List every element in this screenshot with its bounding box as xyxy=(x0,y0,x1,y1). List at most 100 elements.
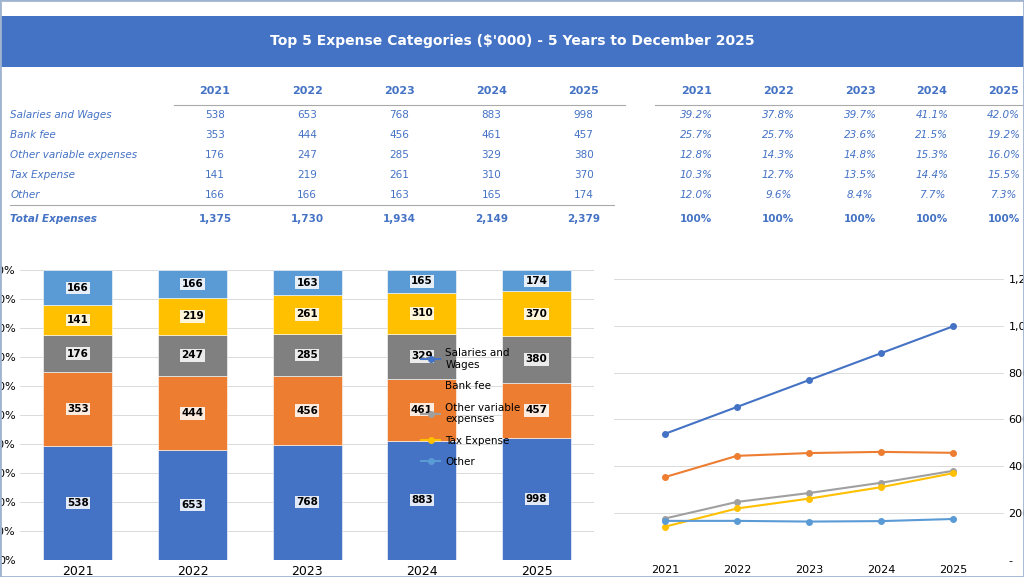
Text: 370: 370 xyxy=(525,309,548,319)
Text: 2025: 2025 xyxy=(988,87,1019,96)
Bar xyxy=(43,305,113,335)
Text: 23.6%: 23.6% xyxy=(844,130,877,140)
Text: 174: 174 xyxy=(525,276,548,286)
Text: 9.6%: 9.6% xyxy=(765,190,792,200)
Bar xyxy=(158,451,227,560)
Bar xyxy=(272,376,342,445)
Text: 141: 141 xyxy=(205,170,225,180)
Text: 2,379: 2,379 xyxy=(567,214,600,224)
Text: 163: 163 xyxy=(296,278,318,287)
Text: 37.8%: 37.8% xyxy=(762,110,795,120)
Text: 176: 176 xyxy=(67,349,89,358)
Text: Top 5 Expense Categories ($'000) - 5 Years to December 2025: Top 5 Expense Categories ($'000) - 5 Yea… xyxy=(269,35,755,48)
Bank fee xyxy=(874,448,887,455)
Text: 166: 166 xyxy=(181,279,204,289)
Text: 653: 653 xyxy=(181,500,204,510)
Text: 2021: 2021 xyxy=(681,87,712,96)
Tax Expense xyxy=(731,505,743,512)
Other xyxy=(947,515,959,522)
Bar xyxy=(387,441,457,560)
Salaries and
Wages xyxy=(947,323,959,330)
Text: 10.3%: 10.3% xyxy=(680,170,713,180)
Text: 2022: 2022 xyxy=(292,87,323,96)
Text: 444: 444 xyxy=(181,409,204,418)
Text: 39.2%: 39.2% xyxy=(680,110,713,120)
Bar xyxy=(387,270,457,293)
Salaries and
Wages xyxy=(731,403,743,410)
Text: 8.4%: 8.4% xyxy=(847,190,873,200)
Text: 100%: 100% xyxy=(915,214,948,224)
Line: Other: Other xyxy=(663,516,955,524)
Text: 2024: 2024 xyxy=(916,87,947,96)
Text: 141: 141 xyxy=(67,315,89,325)
Bar xyxy=(43,335,113,372)
Bank fee xyxy=(658,474,671,481)
Bar xyxy=(158,376,227,451)
Text: 166: 166 xyxy=(67,283,89,293)
Other variable
expenses xyxy=(731,499,743,505)
Bar xyxy=(158,335,227,376)
Text: 653: 653 xyxy=(297,110,317,120)
Bar xyxy=(502,439,571,560)
Text: 456: 456 xyxy=(296,406,318,415)
Other xyxy=(874,518,887,524)
Text: 461: 461 xyxy=(481,130,502,140)
Text: Tax Expense: Tax Expense xyxy=(10,170,75,180)
Tax Expense xyxy=(803,495,815,502)
Text: 285: 285 xyxy=(389,150,410,160)
Text: 39.7%: 39.7% xyxy=(844,110,877,120)
Text: 163: 163 xyxy=(389,190,410,200)
Text: 310: 310 xyxy=(411,309,433,319)
Salaries and
Wages xyxy=(803,377,815,384)
Other variable
expenses xyxy=(803,489,815,496)
Text: 998: 998 xyxy=(573,110,594,120)
Text: Top 5 Expense Categories ($'000) - 5 Years to December 2025: Top 5 Expense Categories ($'000) - 5 Yea… xyxy=(269,229,755,243)
Text: 19.2%: 19.2% xyxy=(987,130,1020,140)
Bank fee xyxy=(947,449,959,456)
Line: Bank fee: Bank fee xyxy=(663,449,955,480)
Text: 2024: 2024 xyxy=(476,87,507,96)
Text: 380: 380 xyxy=(525,354,548,365)
Text: 538: 538 xyxy=(205,110,225,120)
Text: 13.5%: 13.5% xyxy=(844,170,877,180)
Text: 2022: 2022 xyxy=(763,87,794,96)
Text: 12.0%: 12.0% xyxy=(680,190,713,200)
Text: 998: 998 xyxy=(526,494,547,504)
Text: Other variable expenses: Other variable expenses xyxy=(10,150,137,160)
Text: 883: 883 xyxy=(411,495,433,505)
Text: 2023: 2023 xyxy=(845,87,876,96)
Text: Total Expenses: Total Expenses xyxy=(10,214,97,224)
Text: 12.8%: 12.8% xyxy=(680,150,713,160)
Text: 1,730: 1,730 xyxy=(291,214,324,224)
Text: 176: 176 xyxy=(205,150,225,160)
Bar xyxy=(158,271,227,298)
Text: 100%: 100% xyxy=(987,214,1020,224)
Text: 353: 353 xyxy=(205,130,225,140)
Text: 2,149: 2,149 xyxy=(475,214,508,224)
Text: 219: 219 xyxy=(297,170,317,180)
Text: Salaries and Wages: Salaries and Wages xyxy=(10,110,112,120)
Text: 461: 461 xyxy=(411,404,433,415)
Salaries and
Wages xyxy=(874,350,887,357)
Text: 329: 329 xyxy=(481,150,502,160)
Bar xyxy=(502,291,571,336)
Text: 456: 456 xyxy=(389,130,410,140)
Line: Other variable
expenses: Other variable expenses xyxy=(663,468,955,521)
Text: Bank fee: Bank fee xyxy=(10,130,56,140)
Text: 165: 165 xyxy=(411,276,433,286)
Tax Expense xyxy=(658,523,671,530)
Other xyxy=(731,518,743,524)
Text: 247: 247 xyxy=(181,350,204,361)
Text: 16.0%: 16.0% xyxy=(987,150,1020,160)
Bar xyxy=(387,293,457,334)
Text: 21.5%: 21.5% xyxy=(915,130,948,140)
Text: 1,934: 1,934 xyxy=(383,214,416,224)
Text: 768: 768 xyxy=(296,497,318,507)
Tax Expense xyxy=(947,470,959,477)
Bar xyxy=(272,334,342,376)
Bar xyxy=(158,298,227,335)
Text: 261: 261 xyxy=(296,309,318,319)
Text: 15.3%: 15.3% xyxy=(915,150,948,160)
Text: 310: 310 xyxy=(481,170,502,180)
Text: 165: 165 xyxy=(481,190,502,200)
